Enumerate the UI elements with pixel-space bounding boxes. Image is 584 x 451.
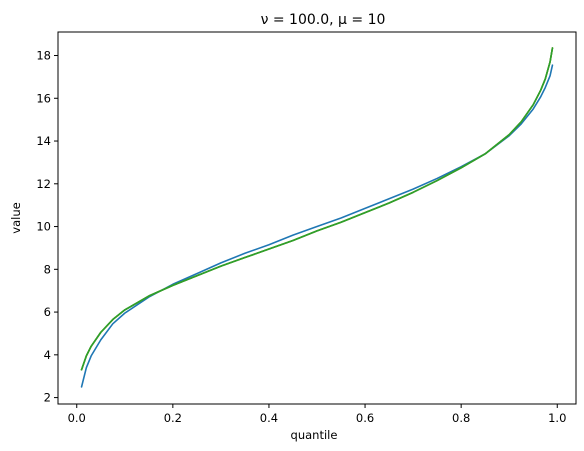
x-tick-label: 0.8 [452,411,470,425]
y-axis-label: value [9,202,23,233]
y-tick-label: 12 [36,177,51,191]
y-tick-label: 6 [44,305,51,319]
y-tick-label: 16 [36,91,51,105]
chart-title: ν = 100.0, μ = 10 [261,12,386,28]
series-line-4 [80,47,554,371]
x-tick-label: 0.4 [260,411,278,425]
y-tick-label: 2 [44,391,51,405]
x-tick-label: 1.0 [548,411,566,425]
series-line-1 [80,64,554,388]
series-line-3 [80,47,554,371]
y-axis: 2 4 6 8 10 12 14 16 18 [36,49,58,405]
series-line-2 [80,47,554,371]
x-tick-label: 0.6 [356,411,374,425]
y-tick-label: 8 [44,262,51,276]
y-tick-label: 4 [44,348,51,362]
x-axis-label: quantile [291,428,338,442]
plot-area [57,31,577,405]
x-axis: 0.0 0.2 0.4 0.6 0.8 1.0 [68,404,566,425]
x-tick-label: 0.0 [68,411,86,425]
plot-frame [57,31,577,405]
y-tick-label: 10 [36,220,51,234]
x-tick-label: 0.2 [164,411,182,425]
y-tick-label: 18 [36,49,51,63]
series-layer [80,47,554,388]
y-tick-label: 14 [36,134,51,148]
